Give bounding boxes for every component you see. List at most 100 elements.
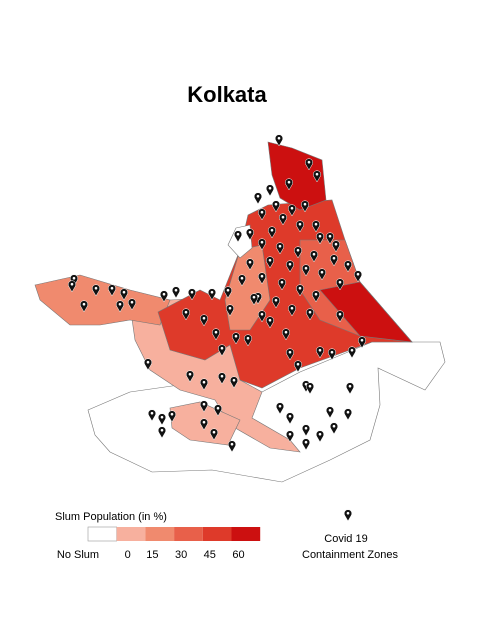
pin (210, 428, 218, 441)
pin-hole (228, 306, 232, 310)
pin (336, 278, 344, 291)
pin (238, 274, 246, 287)
pin (282, 328, 290, 341)
pin-hole (298, 286, 302, 290)
pin-hole (288, 432, 292, 436)
ward-region (34, 274, 171, 326)
containment-pins (68, 134, 366, 453)
pin (272, 296, 280, 309)
pin-hole (314, 292, 318, 296)
legend-tick-label: 60 (232, 549, 244, 561)
legend-tick-label: 15 (146, 549, 158, 561)
pin-hole (332, 424, 336, 428)
pin (200, 314, 208, 327)
pin (188, 288, 196, 301)
pin-hole (184, 310, 188, 314)
pin-hole (318, 348, 322, 352)
pin (218, 372, 226, 385)
pin-hole (274, 298, 278, 302)
pin-hole (268, 318, 272, 322)
pin (158, 426, 166, 439)
pin-hole (240, 276, 244, 280)
pin-hole (356, 272, 360, 276)
pin-hole (260, 312, 264, 316)
city-map (34, 141, 446, 483)
pin-hole (308, 310, 312, 314)
pin-hole (122, 290, 126, 294)
pin-hole (288, 350, 292, 354)
pin-hole (72, 276, 76, 280)
pin (258, 272, 266, 285)
pin (326, 232, 334, 245)
pin-hole (330, 350, 334, 354)
pin (234, 230, 242, 243)
pin-legend-icon (344, 509, 352, 522)
pin-hole (246, 336, 250, 340)
legend-swatch (202, 527, 232, 541)
pin (230, 376, 238, 389)
pin-hole (202, 380, 206, 384)
legend-swatch (174, 527, 203, 541)
pin-hole (350, 348, 354, 352)
pin-hole (304, 440, 308, 444)
pin (92, 284, 100, 297)
pin (285, 178, 293, 191)
pin (296, 284, 304, 297)
pin-hole (118, 302, 122, 306)
pin-hole (298, 222, 302, 226)
legend-swatch (231, 527, 261, 541)
pin-hole (296, 362, 300, 366)
pin-legend-label: Containment Zones (302, 549, 398, 561)
pin-hole (312, 252, 316, 256)
pin-hole (236, 232, 240, 236)
pin (305, 158, 313, 171)
pin-hole (234, 334, 238, 338)
pin-hole (110, 286, 114, 290)
pin-hole (260, 240, 264, 244)
pin (310, 250, 318, 263)
pin (244, 334, 252, 347)
pin (302, 264, 310, 277)
pin (286, 348, 294, 361)
pin (336, 310, 344, 323)
pin (346, 382, 354, 395)
pin-hole (94, 286, 98, 290)
pin (286, 260, 294, 273)
pin-hole (130, 300, 134, 304)
pin (328, 348, 336, 361)
pin (358, 336, 366, 349)
pin (268, 226, 276, 239)
pin-hole (230, 442, 234, 446)
legend-title: Slum Population (in %) (55, 511, 167, 523)
pin-legend-label: Covid 19 (324, 533, 367, 545)
pin-hole (348, 384, 352, 388)
pin (294, 246, 302, 259)
pin (266, 316, 274, 329)
pin (224, 286, 232, 299)
pin (286, 412, 294, 425)
pin-hole (260, 210, 264, 214)
pin-hole (216, 406, 220, 410)
pin-hole (307, 160, 311, 164)
legend-swatch (87, 526, 118, 542)
legend-label: No Slum (57, 549, 99, 561)
pin (301, 200, 309, 213)
pin (226, 304, 234, 317)
pin-hole (314, 222, 318, 226)
pin (120, 288, 128, 301)
pin (218, 344, 226, 357)
pin (344, 509, 352, 522)
pin (246, 228, 254, 241)
pin (116, 300, 124, 313)
pin-hole (281, 215, 285, 219)
pin-hole (308, 384, 312, 388)
legend-tick-label: 0 (125, 549, 131, 561)
pin-hole (346, 511, 350, 515)
pin (172, 286, 180, 299)
pin (250, 293, 258, 306)
map-title: Kolkata (187, 82, 267, 107)
pin (278, 278, 286, 291)
pin-hole (150, 411, 154, 415)
pin (258, 208, 266, 221)
